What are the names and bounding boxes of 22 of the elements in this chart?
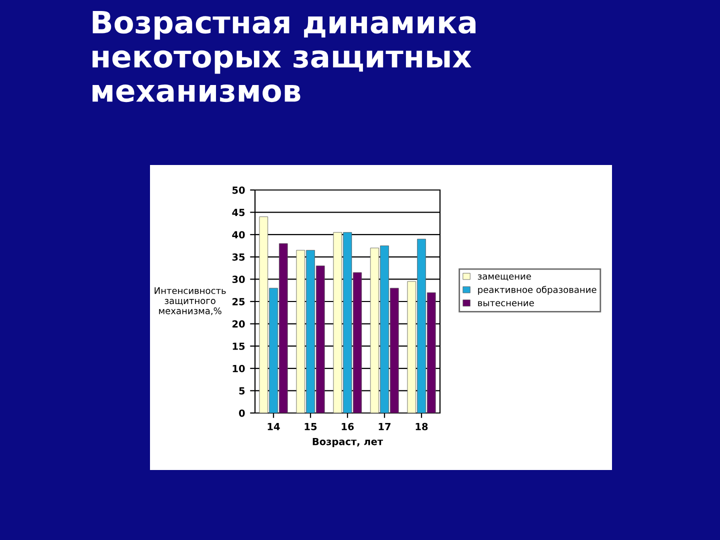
x-tick-label: 16 [342,422,354,430]
y-tick-label: 30 [232,276,245,284]
y-tick-label: 5 [239,387,245,395]
x-tick-label: 14 [268,423,280,430]
y-tick-label: 25 [232,298,245,306]
x-tick-label: 15 [304,423,317,430]
legend-label: реактивное образование [478,286,596,295]
chart-title: Возрастная динамика некоторых защитных механизмов [92,10,476,102]
x-tick-label: 18 [416,422,428,430]
y-tick-label: 15 [232,342,245,350]
legend-label: вытеснение [478,301,534,306]
y-axis-title: Интенсивность защитного механизма,% [154,287,226,316]
y-tick-label: 45 [232,208,245,216]
y-tick-label: 0 [238,409,245,417]
legend-label: замещение [478,274,531,281]
y-tick-label: 50 [232,186,245,194]
x-tick-label: 17 [378,423,390,430]
y-tick-label: 20 [232,320,245,328]
x-axis-title: Возраст, лет [312,438,383,448]
y-tick-label: 10 [232,364,245,372]
y-tick-label: 40 [232,231,245,238]
y-tick-label: 35 [232,253,245,261]
